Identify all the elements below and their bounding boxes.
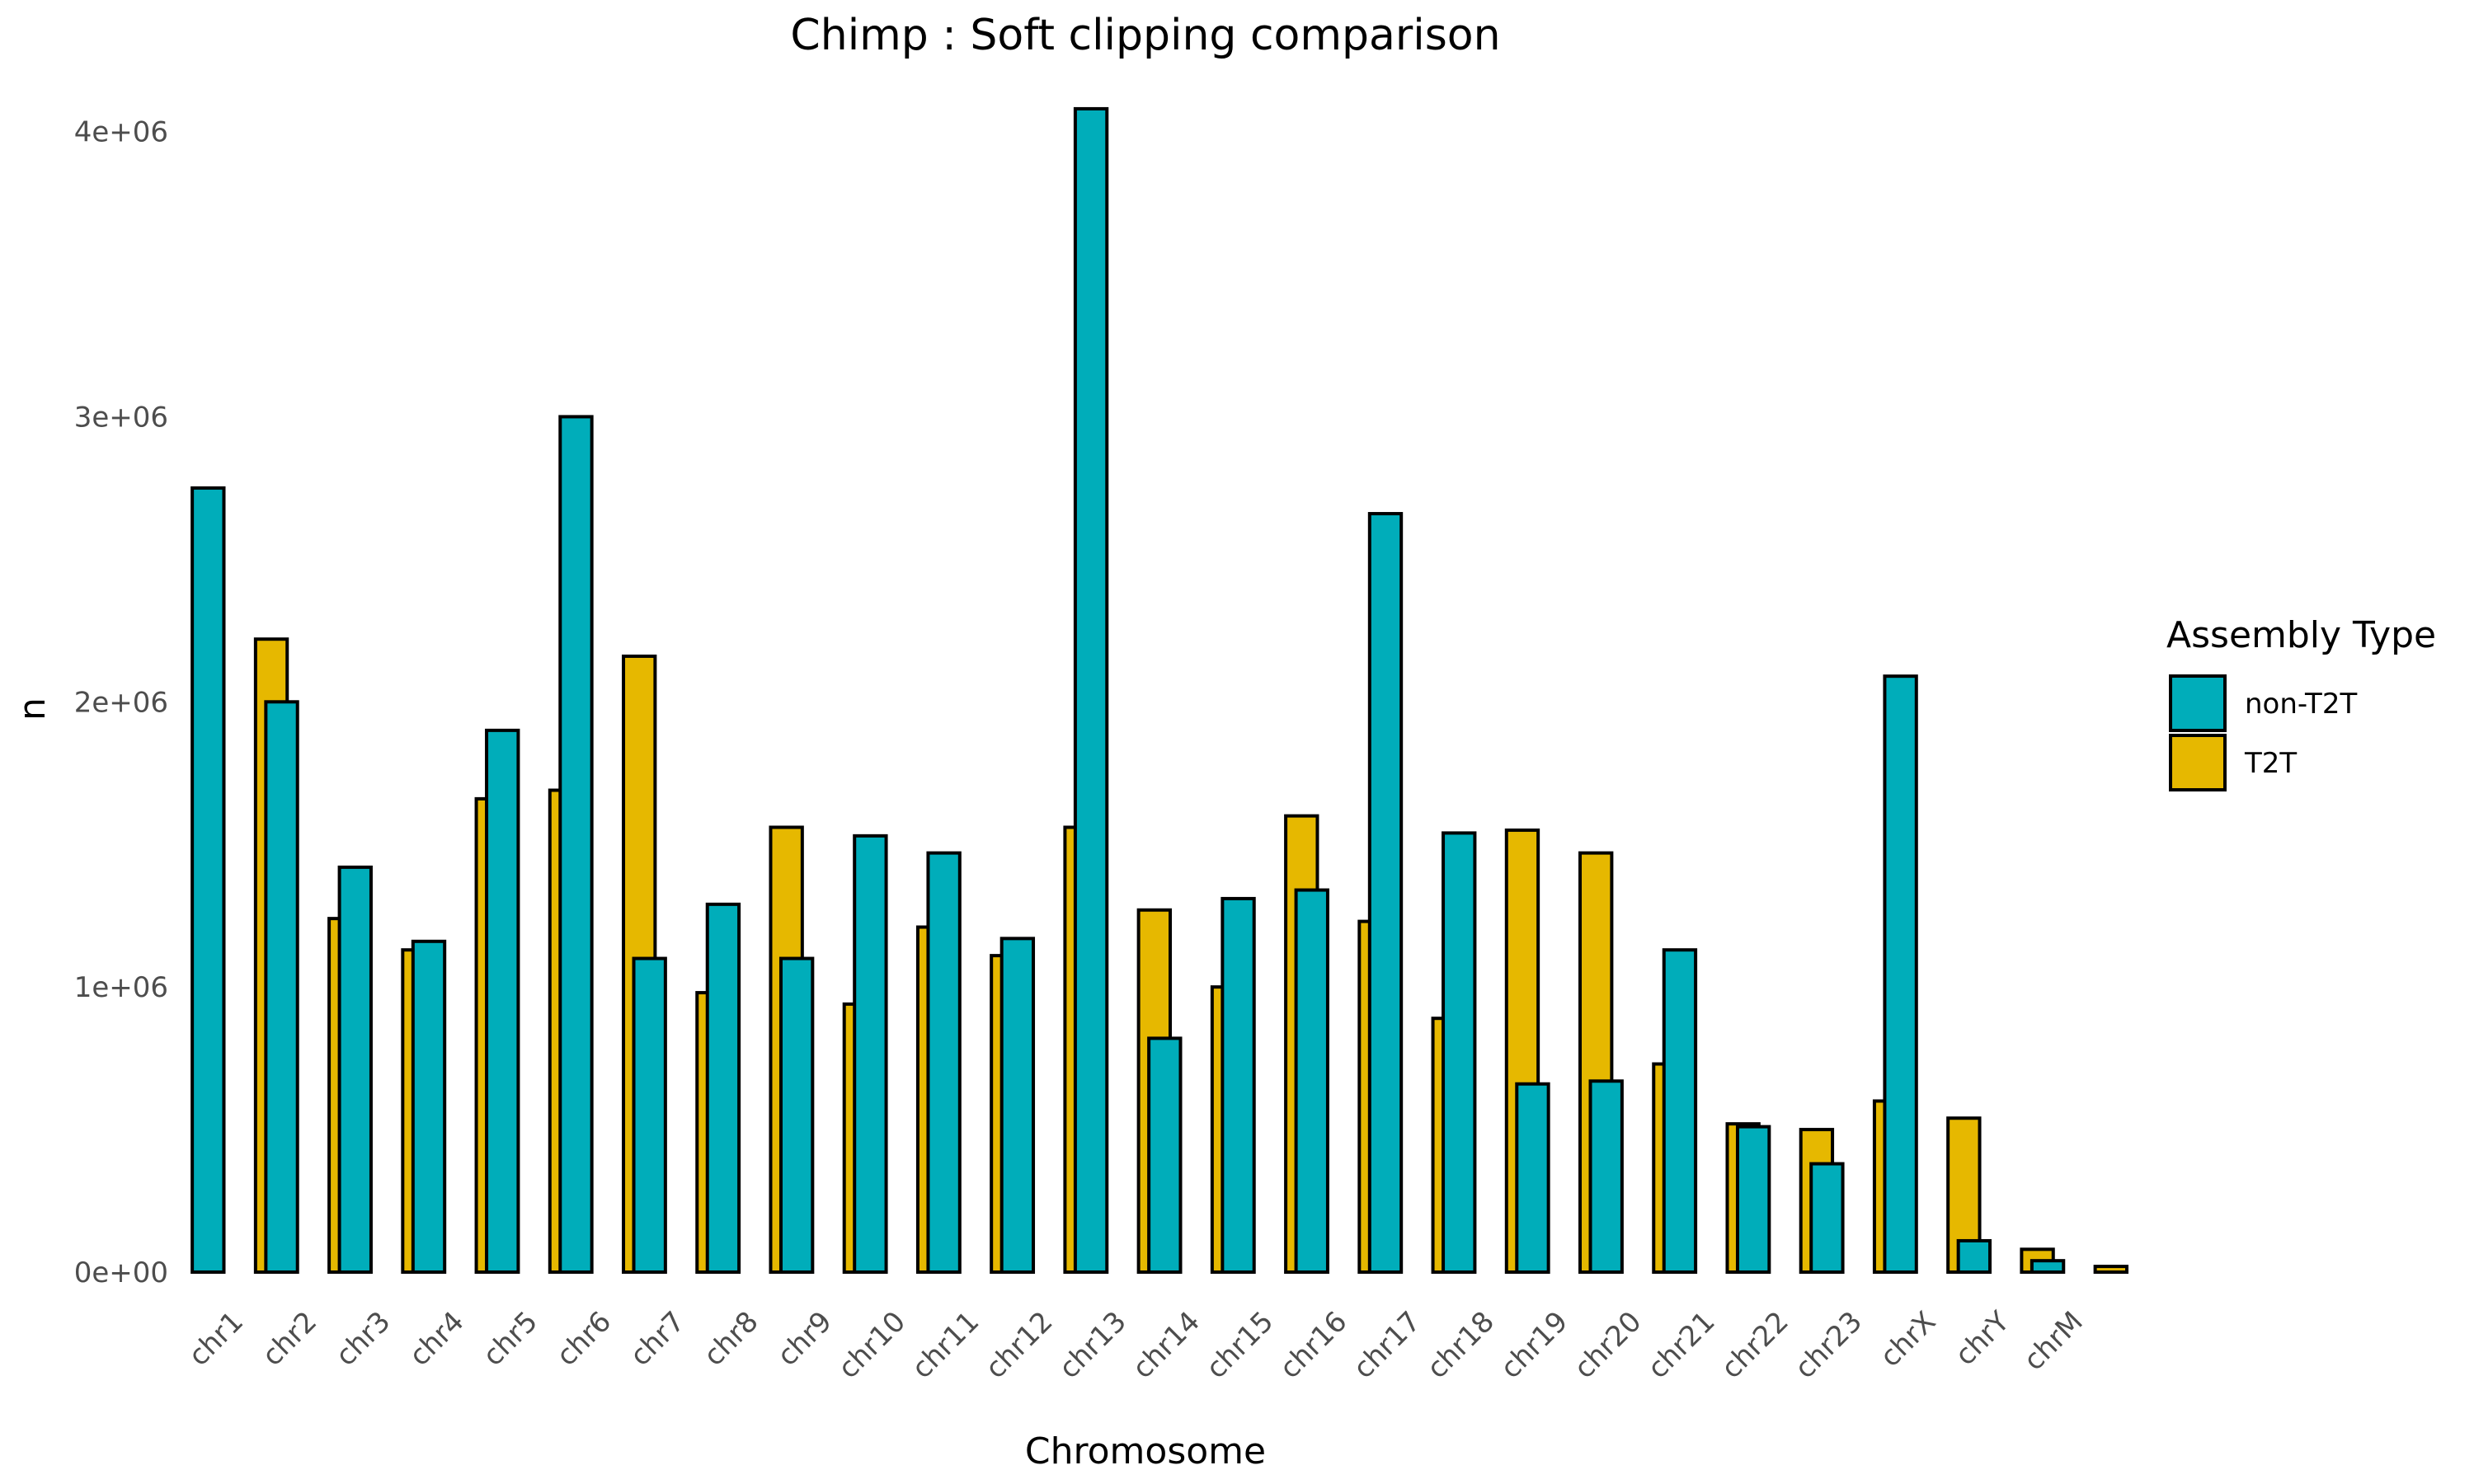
bar-non-t2t-chr19 <box>1515 1082 1550 1274</box>
x-tick-label: chrY <box>1949 1305 2015 1372</box>
legend-label: non-T2T <box>2245 688 2357 721</box>
x-tick-label: chr19 <box>1494 1305 1574 1385</box>
legend-title: Assembly Type <box>2166 614 2436 656</box>
x-axis: chr1 chr2 chr3 chr4 chr5 chr6 chr7 chr8 chr9chr1… <box>182 1305 2090 1385</box>
bar-non-t2t-chr7 <box>632 956 667 1275</box>
bar-non-t2t-chr16 <box>1294 888 1329 1275</box>
x-tick-label: chr3 <box>330 1305 397 1373</box>
bar-non-t2t-chr6 <box>558 415 594 1275</box>
bar-non-t2t-chr22 <box>1735 1125 1771 1274</box>
x-tick-label: chr21 <box>1641 1305 1721 1385</box>
bar-non-t2t-chr9 <box>778 956 815 1275</box>
bar-non-t2t-chr17 <box>1367 512 1404 1274</box>
bar-non-t2t-chr12 <box>999 937 1036 1274</box>
x-tick-label: chr1 <box>182 1305 250 1373</box>
x-tick-label: chr20 <box>1568 1305 1648 1385</box>
y-axis: 0e+00 1e+06 2e+06 3e+06 4e+06 <box>74 116 168 1289</box>
x-tick-label: chr22 <box>1715 1305 1795 1385</box>
y-tick-label: 3e+06 <box>74 401 168 434</box>
bar-non-t2t-chrM <box>2030 1259 2066 1275</box>
x-tick-label: chr23 <box>1789 1305 1869 1385</box>
bar-non-t2t-chr11 <box>926 851 962 1274</box>
x-tick-label: chrM <box>2017 1305 2089 1377</box>
y-tick-label: 2e+06 <box>74 686 168 719</box>
bar-non-t2t-chrX <box>1883 674 1918 1274</box>
bars <box>190 106 2129 1275</box>
x-tick-label: chr2 <box>256 1305 323 1373</box>
bar-non-t2t-chr1 <box>190 486 226 1274</box>
y-tick-label: 0e+00 <box>74 1256 168 1289</box>
bar-non-t2t-chr20 <box>1588 1079 1624 1275</box>
legend-swatch-t2t <box>2169 734 2227 791</box>
bar-non-t2t-chr13 <box>1073 106 1109 1274</box>
bar-non-t2t-chr8 <box>705 902 741 1274</box>
bar-non-t2t-chr14 <box>1147 1036 1183 1275</box>
x-tick-label: chr13 <box>1053 1305 1133 1385</box>
x-tick-label: chr8 <box>698 1305 765 1373</box>
x-tick-label: chr4 <box>403 1305 471 1373</box>
x-tick-label: chr16 <box>1273 1305 1353 1385</box>
bar-non-t2t-chr10 <box>853 834 888 1274</box>
bar-non-t2t-chr15 <box>1221 896 1256 1275</box>
bar-non-t2t-chr23 <box>1809 1162 1845 1274</box>
bar-non-t2t-chr21 <box>1662 948 1698 1275</box>
legend-items: non-T2T T2T <box>2169 674 2357 791</box>
x-tick-label: chr6 <box>550 1305 618 1373</box>
x-tick-label: chr12 <box>979 1305 1059 1385</box>
bar-non-t2t-chr2 <box>264 700 299 1274</box>
x-tick-label: chr10 <box>832 1305 912 1385</box>
legend-swatch-non-t2t <box>2169 674 2227 732</box>
x-tick-label: chr9 <box>771 1305 839 1373</box>
x-tick-label: chr7 <box>623 1305 691 1373</box>
chart-title: Chimp : Soft clipping comparison <box>790 11 1500 60</box>
legend: Assembly Type non-T2T T2T <box>2166 614 2436 791</box>
legend-label: T2T <box>2244 747 2297 780</box>
y-tick-label: 1e+06 <box>74 971 168 1004</box>
y-tick-label: 4e+06 <box>74 116 168 149</box>
x-tick-label: chr11 <box>905 1305 985 1385</box>
x-tick-label: chrX <box>1874 1305 1942 1374</box>
x-tick-label: chr15 <box>1200 1305 1280 1385</box>
bar-t2t-chrM <box>2093 1265 2129 1274</box>
x-axis-label: Chromosome <box>1025 1430 1266 1472</box>
y-axis-label: n <box>12 697 54 721</box>
x-tick-label: chr18 <box>1421 1305 1501 1385</box>
bar-non-t2t-chr5 <box>485 728 520 1274</box>
x-tick-label: chr14 <box>1126 1305 1206 1385</box>
bar-non-t2t-chr4 <box>411 939 447 1275</box>
bar-non-t2t-chr18 <box>1442 831 1477 1274</box>
bar-non-t2t-chrY <box>1956 1238 1992 1274</box>
bar-non-t2t-chr3 <box>337 865 373 1274</box>
x-tick-label: chr17 <box>1347 1305 1427 1385</box>
x-tick-label: chr5 <box>477 1305 544 1373</box>
